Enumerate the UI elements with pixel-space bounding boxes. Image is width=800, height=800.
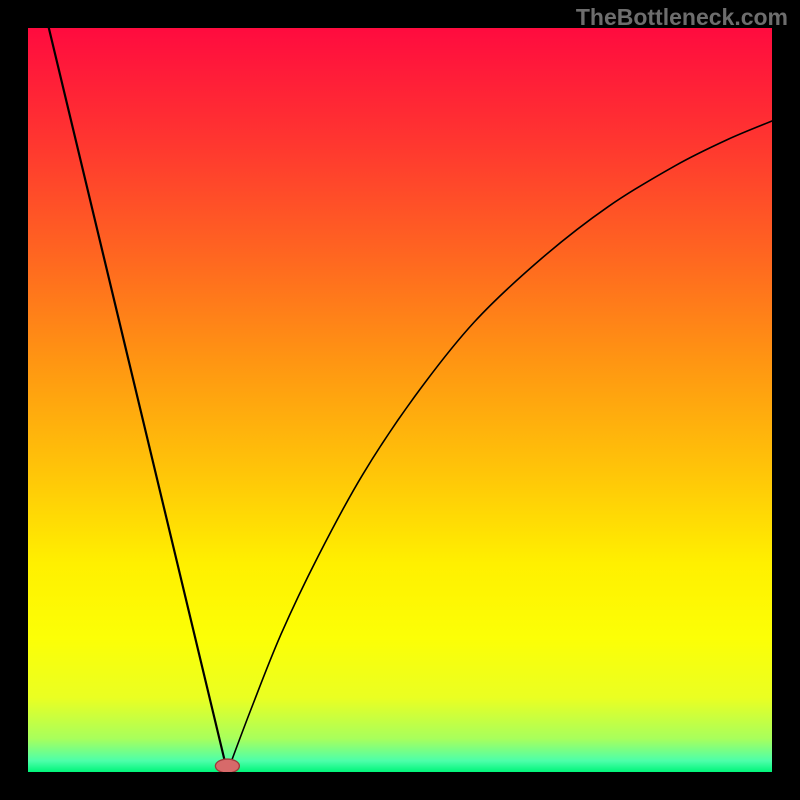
watermark-text: TheBottleneck.com bbox=[576, 4, 788, 31]
gradient-background bbox=[28, 28, 772, 772]
minimum-marker bbox=[215, 759, 239, 772]
chart-plot-area bbox=[28, 28, 772, 772]
